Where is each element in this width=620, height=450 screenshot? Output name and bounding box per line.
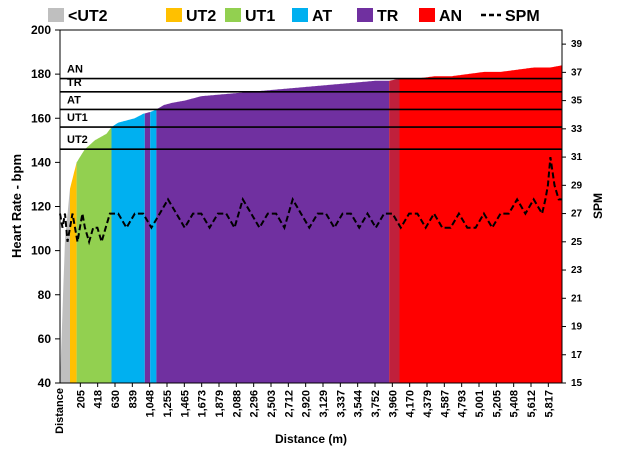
zone-label-3: UT1 (67, 112, 88, 124)
y-tick-label-7: 180 (31, 67, 51, 81)
y-tick-label-3: 100 (31, 244, 51, 258)
zone-fill-6 (156, 80, 390, 383)
legend-swatch-2 (225, 8, 241, 22)
x-tick-label-25: 5,408 (509, 390, 521, 418)
x-tick-label-5: 1,255 (162, 390, 174, 418)
zone-label-1: TR (67, 77, 82, 89)
y-tick-label-1: 60 (38, 332, 52, 346)
y2-tick-label-8: 31 (571, 152, 583, 163)
y2-axis-ticks: 15 17 19 21 23 25 27 29 31 33 35 37 39 (562, 39, 583, 389)
zone-label-4: UT2 (67, 134, 88, 146)
y-axis-ticks: 40 60 80 100 120 140 160 180 200 (31, 23, 60, 390)
x-tick-label-14: 3,129 (318, 390, 330, 418)
y2-tick-label-12: 39 (571, 39, 583, 50)
x-tick-label-19: 4,170 (405, 390, 417, 418)
zone-fill-7 (389, 78, 400, 384)
x-tick-label-3: 839 (127, 390, 139, 408)
x-tick-label-9: 2,088 (231, 390, 243, 418)
x-tick-label-20: 4,379 (422, 390, 434, 418)
legend-label-0: <UT2 (68, 8, 108, 25)
y2-tick-label-6: 27 (571, 209, 583, 220)
legend-swatch-1 (166, 8, 182, 22)
y-axis-label: Heart Rate - bpm (9, 154, 24, 258)
x-axis-ticks: Distance 205 418 630 839 1,048 1,255 1,465 1,673… (54, 383, 555, 434)
x-tick-label-26: 5,612 (526, 390, 538, 418)
zone-fill-2 (76, 127, 112, 383)
zone-fill-0 (60, 188, 70, 383)
y2-tick-label-1: 17 (571, 350, 583, 361)
legend-label-4: TR (377, 8, 399, 25)
x-tick-label-2: 630 (110, 390, 122, 408)
x-tick-label-8: 1,879 (214, 390, 226, 418)
y2-tick-label-0: 15 (571, 378, 583, 389)
y2-tick-label-2: 19 (571, 322, 583, 333)
y2-tick-label-4: 23 (571, 265, 583, 276)
y-tick-label-8: 200 (31, 23, 51, 37)
y2-tick-label-3: 21 (571, 293, 583, 304)
zone-label-0: AN (67, 64, 83, 76)
x-tick-label-4: 1,048 (145, 390, 157, 418)
legend-swatch-0 (48, 8, 64, 22)
x-tick-label-11: 2,503 (266, 390, 278, 418)
y2-tick-label-11: 37 (571, 67, 583, 78)
legend-swatch-3 (292, 8, 308, 22)
legend-swatch-5 (419, 8, 435, 22)
y-tick-label-0: 40 (38, 376, 52, 390)
x-tick-label-first: Distance (54, 388, 66, 434)
zone-label-2: AT (67, 94, 81, 106)
spm-series (59, 156, 562, 246)
zone-fill-4 (144, 112, 151, 383)
x-tick-label-22: 4,793 (457, 390, 469, 418)
x-tick-label-1: 418 (93, 390, 105, 408)
y2-tick-label-9: 33 (571, 124, 583, 135)
x-tick-label-17: 3,752 (370, 390, 382, 418)
legend-label-1: UT2 (186, 8, 216, 25)
zone-fill-8 (399, 65, 562, 384)
y2-tick-label-5: 25 (571, 237, 583, 248)
legend-label-2: UT1 (245, 8, 275, 25)
legend-label-5: AN (439, 8, 462, 25)
x-tick-label-10: 2,296 (249, 390, 261, 418)
x-tick-label-18: 3,960 (387, 390, 399, 418)
x-tick-label-24: 5,205 (491, 390, 503, 418)
x-tick-label-0: 205 (75, 390, 87, 408)
x-tick-label-21: 4,587 (439, 390, 451, 418)
legend-label-3: AT (312, 8, 332, 25)
x-tick-label-13: 2,920 (301, 390, 313, 418)
x-tick-label-12: 2,712 (283, 390, 295, 418)
y2-tick-label-10: 35 (571, 96, 583, 107)
x-tick-label-27: 5,817 (543, 390, 555, 418)
zone-fill-1 (70, 162, 77, 383)
y-tick-label-6: 160 (31, 111, 51, 125)
x-tick-label-23: 5,001 (474, 390, 486, 418)
x-axis-label: Distance (m) (275, 432, 347, 446)
x-tick-label-16: 3,544 (353, 389, 365, 417)
y-tick-label-2: 80 (38, 288, 52, 302)
legend-swatch-4 (357, 8, 373, 22)
zone-fills (60, 65, 562, 384)
y-tick-label-4: 120 (31, 200, 51, 214)
spm-line (59, 156, 562, 246)
zone-fill-3 (111, 113, 145, 384)
legend: <UT2 UT2 UT1 AT TR AN SPM (48, 8, 540, 25)
y-tick-label-5: 140 (31, 155, 51, 169)
x-tick-label-6: 1,465 (179, 390, 191, 418)
zone-fill-5 (150, 109, 157, 384)
y2-tick-label-7: 29 (571, 180, 583, 191)
legend-label-6: SPM (505, 8, 540, 25)
x-tick-label-15: 3,337 (335, 390, 347, 418)
x-tick-label-7: 1,673 (197, 390, 209, 418)
y2-axis-label: SPM (591, 193, 605, 219)
